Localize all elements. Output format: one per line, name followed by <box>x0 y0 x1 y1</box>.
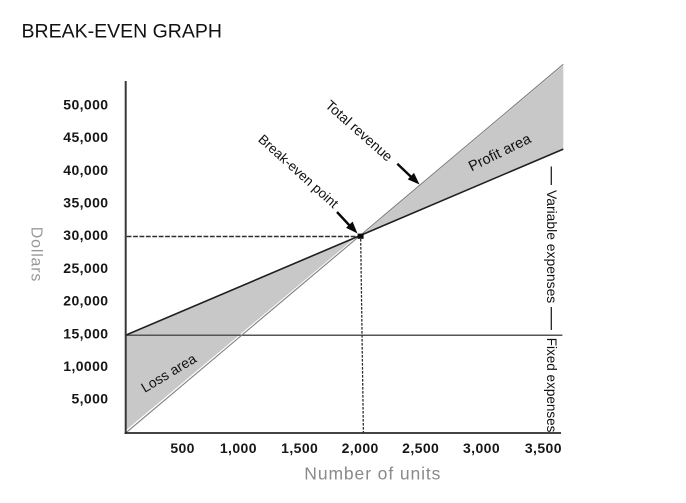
svg-text:20,000: 20,000 <box>63 293 108 309</box>
svg-text:Variable expenses: Variable expenses <box>544 190 560 303</box>
svg-text:3,500: 3,500 <box>525 440 562 456</box>
svg-text:1,000: 1,000 <box>220 440 257 456</box>
svg-text:Fixed expenses: Fixed expenses <box>544 338 559 433</box>
svg-text:40,000: 40,000 <box>63 162 108 178</box>
svg-text:30,000: 30,000 <box>63 227 108 243</box>
svg-text:BREAK-EVEN GRAPH: BREAK-EVEN GRAPH <box>22 20 222 42</box>
svg-text:50,000: 50,000 <box>63 96 108 112</box>
svg-text:25,000: 25,000 <box>63 260 108 276</box>
svg-text:35,000: 35,000 <box>63 195 108 211</box>
svg-text:Number of units: Number of units <box>304 464 441 484</box>
svg-text:45,000: 45,000 <box>63 129 108 145</box>
svg-text:1,500: 1,500 <box>281 440 318 456</box>
svg-text:Dollars: Dollars <box>28 227 45 282</box>
svg-text:500: 500 <box>170 440 195 456</box>
svg-text:3,000: 3,000 <box>463 440 500 456</box>
svg-text:15,000: 15,000 <box>63 325 108 341</box>
svg-text:5,000: 5,000 <box>71 391 108 407</box>
svg-text:1,0000: 1,0000 <box>63 358 108 374</box>
svg-text:2,000: 2,000 <box>342 440 379 456</box>
svg-text:2,500: 2,500 <box>402 440 439 456</box>
